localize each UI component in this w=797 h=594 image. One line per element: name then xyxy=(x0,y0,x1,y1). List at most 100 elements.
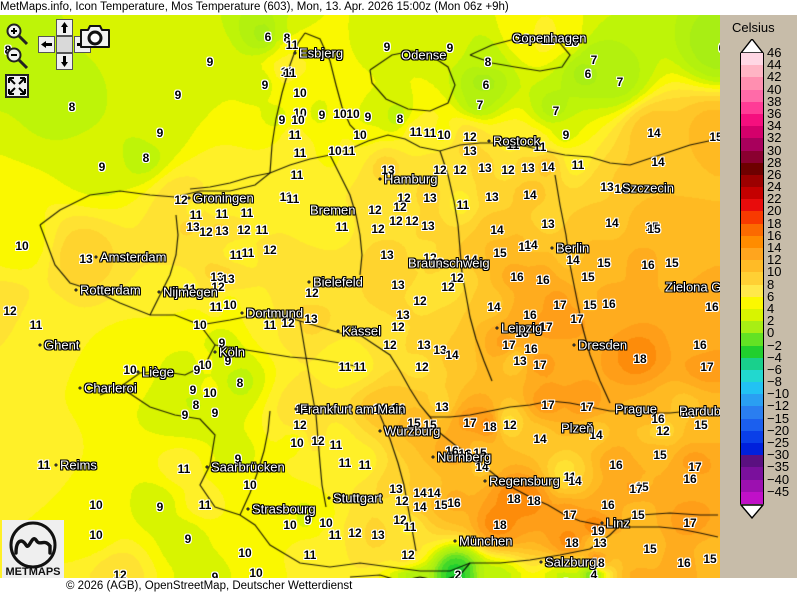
temperature-reading: 11 xyxy=(563,470,577,484)
map-viewport[interactable]: 6810111061199878119116910678910910109877… xyxy=(0,15,720,578)
legend-tick-label: 38 xyxy=(767,93,782,109)
temperature-reading: 10 xyxy=(198,358,212,372)
temperature-reading: 12 xyxy=(393,200,407,214)
temperature-reading: 12 xyxy=(305,286,319,300)
city-marker-dot xyxy=(205,465,209,469)
temperature-reading: 11 xyxy=(409,125,423,139)
temperature-reading: 9 xyxy=(181,408,189,422)
city-marker-dot xyxy=(483,479,487,483)
legend-tick-label: −2 xyxy=(767,337,782,353)
city-label: Odense xyxy=(401,47,447,63)
temperature-reading: 11 xyxy=(37,458,51,472)
zoom-out-icon[interactable] xyxy=(5,46,29,70)
temperature-reading: 11 xyxy=(293,146,307,160)
legend-tick-label: 22 xyxy=(767,191,782,207)
zoom-in-icon[interactable] xyxy=(5,22,29,46)
temperature-reading: 10 xyxy=(290,436,304,450)
temperature-reading: 7 xyxy=(590,53,598,67)
temperature-reading: 14 xyxy=(373,402,387,416)
temperature-reading: 12 xyxy=(3,304,17,318)
temperature-reading: 8 xyxy=(563,577,570,578)
city-marker-dot xyxy=(539,560,543,564)
legend-tick-label: −4 xyxy=(767,349,782,365)
legend-tick-label: 20 xyxy=(767,203,782,219)
legend-tick-label: 4 xyxy=(767,300,775,316)
temperature-reading: 15 xyxy=(581,270,595,284)
city-label: Würzburg xyxy=(384,423,441,439)
camera-icon[interactable] xyxy=(80,23,110,49)
temperature-reading: 8 xyxy=(396,112,404,126)
legend-tick-label: −20 xyxy=(767,422,790,438)
temperature-reading: 17 xyxy=(683,516,697,530)
temperature-reading: 13 xyxy=(396,308,410,322)
temperature-reading: 8 xyxy=(68,100,76,114)
temperature-reading: 10 xyxy=(283,518,297,532)
temperature-reading: 13 xyxy=(600,180,614,194)
temperature-reading: 17 xyxy=(563,508,577,522)
temperature-reading: 12 xyxy=(371,222,385,236)
temperature-reading: 15 xyxy=(493,246,507,260)
temperature-reading: 15 xyxy=(645,220,659,234)
temperature-reading: 10 xyxy=(243,478,257,492)
legend-swatch: −15 xyxy=(740,412,789,431)
temperature-reading: 14 xyxy=(413,486,427,500)
temperature-reading: 10 xyxy=(353,128,367,142)
temperature-reading: 15 xyxy=(597,256,611,270)
legend-tick-label: −12 xyxy=(767,398,790,414)
temperature-reading: 12 xyxy=(393,513,407,527)
temperature-reading: 12 xyxy=(113,568,127,578)
legend-swatch: 30 xyxy=(740,144,781,163)
temperature-reading: 13 xyxy=(221,272,235,286)
city-label: Plzeň xyxy=(561,420,594,436)
pan-left-icon[interactable] xyxy=(38,36,55,53)
temperature-reading: 16 xyxy=(524,342,538,356)
temperature-reading: 12 xyxy=(211,280,225,294)
temperature-reading: 13 xyxy=(417,338,431,352)
temperature-reading: 17 xyxy=(580,400,594,414)
temperature-reading: 15 xyxy=(631,508,645,522)
temperature-reading: 13 xyxy=(521,161,535,175)
temperature-reading: 4 xyxy=(590,568,598,578)
temperature-reading: 14 xyxy=(589,428,603,442)
pan-down-icon[interactable] xyxy=(56,53,73,70)
temperature-reading: 14 xyxy=(614,182,628,196)
temperature-reading: 16 xyxy=(445,444,459,458)
temperature-reading: 12 xyxy=(174,193,188,207)
temperature-reading: 11 xyxy=(189,208,203,222)
temperature-reading: 13 xyxy=(371,528,385,542)
city-label: Esbjerg xyxy=(299,45,344,61)
temperature-reading: 9 xyxy=(562,128,570,142)
temperature-reading: 14 xyxy=(566,253,580,267)
fullscreen-icon[interactable] xyxy=(5,74,29,98)
temperature-reading: 12 xyxy=(450,271,464,285)
temperature-reading: 12 xyxy=(293,418,307,432)
temperature-reading: 12 xyxy=(441,280,455,294)
temperature-reading: 11 xyxy=(240,206,254,220)
legend-swatch: −12 xyxy=(740,399,789,419)
legend-tick-label: 34 xyxy=(767,118,782,134)
legend-tick-label: 36 xyxy=(767,105,782,121)
temperature-reading: 9 xyxy=(383,40,391,54)
temperature-reading: 16 xyxy=(609,458,623,472)
legend-swatch: 14 xyxy=(740,241,781,261)
city-marker-dot xyxy=(431,455,435,459)
temperature-reading: 13 xyxy=(478,161,492,175)
temperature-reading: 10 xyxy=(516,32,530,46)
temperature-reading: 11 xyxy=(183,282,197,296)
temperature-reading: 8 xyxy=(236,376,244,390)
temperature-reading: 12 xyxy=(453,163,467,177)
temperature-reading: 9 xyxy=(189,383,197,397)
temperature-reading: 13 xyxy=(421,219,435,233)
temperature-reading: 17 xyxy=(629,482,643,496)
city-label: Kässel xyxy=(342,323,382,339)
temperature-reading: 8 xyxy=(484,55,492,69)
pan-up-icon[interactable] xyxy=(56,19,73,36)
temperature-reading: 15 xyxy=(694,418,708,432)
city-marker-dot xyxy=(294,407,298,411)
temperature-reading: 11 xyxy=(335,220,349,234)
city-label: Dortmund xyxy=(246,305,304,321)
city-marker-dot xyxy=(307,280,311,284)
temperature-reading: 10 xyxy=(123,363,137,377)
city-label: Rotterdam xyxy=(80,282,141,298)
city-label: Frankfurt am Main xyxy=(300,401,406,417)
